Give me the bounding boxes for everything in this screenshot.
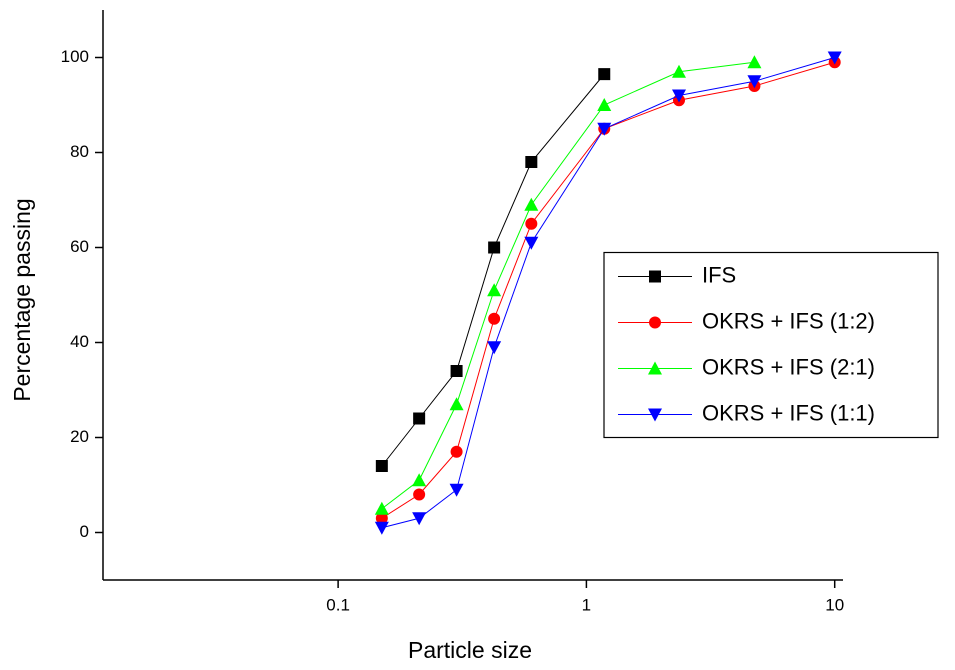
legend-label: OKRS + IFS (2:1)	[702, 354, 875, 379]
marker	[648, 361, 662, 375]
y-tick-label: 100	[61, 47, 89, 66]
y-tick-label: 80	[70, 142, 89, 161]
y-tick-label: 40	[70, 332, 89, 351]
marker	[747, 55, 762, 69]
legend-box	[603, 251, 939, 439]
marker	[375, 460, 388, 472]
marker	[648, 408, 662, 422]
legend-label: IFS	[702, 262, 736, 287]
series-line	[381, 73, 605, 467]
marker	[487, 283, 502, 297]
y-tick-label: 60	[70, 237, 89, 256]
marker	[487, 341, 502, 355]
marker	[449, 397, 464, 411]
x-tick-label: 10	[825, 595, 844, 614]
marker	[524, 236, 539, 250]
marker	[488, 312, 501, 325]
marker	[374, 501, 389, 515]
marker	[374, 521, 389, 535]
marker	[671, 89, 686, 103]
series-line	[381, 61, 755, 510]
x-axis-label: Particle size	[408, 637, 532, 663]
marker	[450, 445, 463, 458]
marker	[747, 75, 762, 89]
x-tick-label: 1	[582, 595, 591, 614]
y-tick-label: 0	[80, 522, 89, 541]
marker	[413, 412, 426, 425]
marker	[412, 473, 427, 487]
marker	[525, 217, 538, 230]
marker	[649, 270, 661, 283]
y-axis-label: Percentage passing	[9, 198, 35, 401]
legend: IFS OKRS + IFS (1:2) OKRS + IFS (2:1) OKRS …	[603, 251, 939, 439]
marker	[375, 512, 388, 525]
marker	[827, 51, 842, 65]
marker	[488, 241, 501, 254]
marker	[450, 365, 463, 377]
marker	[671, 64, 686, 78]
marker	[412, 512, 427, 526]
marker	[597, 98, 612, 111]
y-tick-label: 20	[70, 427, 89, 446]
marker	[449, 483, 464, 497]
x-tick-label: 0.1	[326, 595, 350, 614]
marker	[525, 156, 538, 168]
legend-label: OKRS + IFS (1:1)	[702, 400, 875, 425]
legend-label: OKRS + IFS (1:2)	[702, 308, 875, 333]
marker	[413, 488, 426, 501]
marker	[649, 316, 661, 329]
marker	[524, 197, 539, 211]
marker	[598, 68, 611, 81]
marker	[597, 122, 612, 136]
